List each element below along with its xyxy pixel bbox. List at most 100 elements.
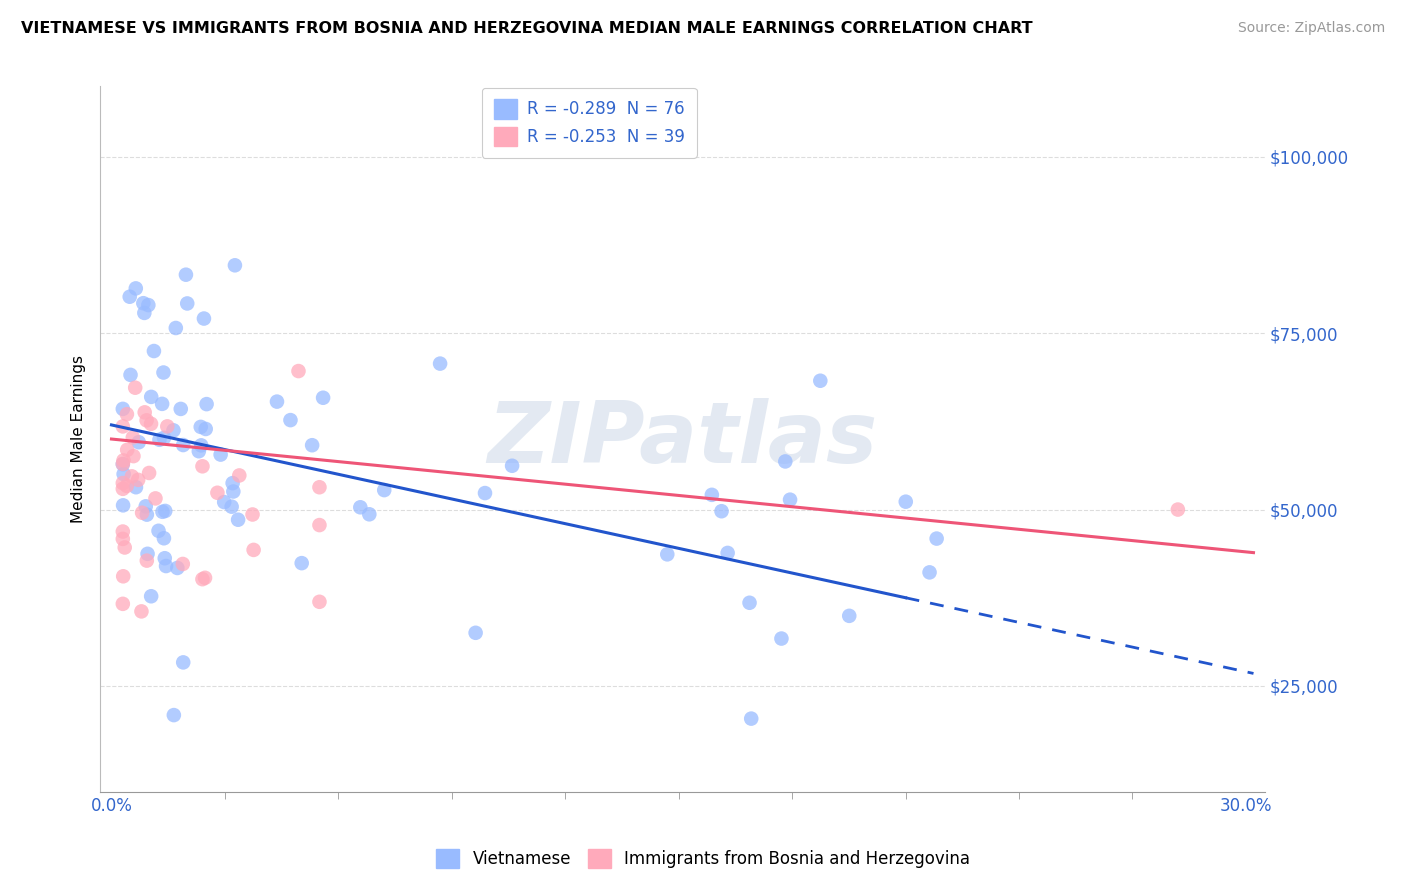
Point <box>242 508 264 522</box>
Point <box>301 438 323 452</box>
Point <box>111 524 134 539</box>
Point <box>121 469 143 483</box>
Point <box>120 368 142 382</box>
Point <box>187 444 209 458</box>
Point <box>111 597 134 611</box>
Point <box>111 419 134 434</box>
Point <box>112 499 135 513</box>
Point <box>111 482 134 496</box>
Point <box>138 298 160 312</box>
Point <box>162 423 184 437</box>
Point <box>373 483 395 497</box>
Legend: R = -0.289  N = 76, R = -0.253  N = 39: R = -0.289 N = 76, R = -0.253 N = 39 <box>482 87 696 158</box>
Point <box>221 476 243 491</box>
Point <box>191 459 214 474</box>
Point <box>740 712 762 726</box>
Point <box>138 466 160 480</box>
Point <box>224 258 246 272</box>
Point <box>121 430 143 444</box>
Text: ZIPatlas: ZIPatlas <box>488 398 877 481</box>
Point <box>152 505 174 519</box>
Point <box>145 491 167 506</box>
Point <box>165 321 187 335</box>
Point <box>134 405 156 419</box>
Point <box>135 508 157 522</box>
Point <box>193 311 215 326</box>
Point <box>221 500 243 514</box>
Point <box>464 625 486 640</box>
Point <box>918 566 941 580</box>
Point <box>134 306 156 320</box>
Point <box>195 397 218 411</box>
Point <box>808 374 831 388</box>
Point <box>775 454 797 468</box>
Point <box>136 547 159 561</box>
Point <box>174 268 197 282</box>
Point <box>148 433 170 447</box>
Point <box>150 397 173 411</box>
Point <box>111 476 134 491</box>
Point <box>308 480 330 494</box>
Point <box>114 541 136 555</box>
Point <box>172 557 194 571</box>
Point <box>141 390 163 404</box>
Point <box>125 480 148 494</box>
Point <box>308 518 330 533</box>
Point <box>291 556 314 570</box>
Point <box>717 546 740 560</box>
Point <box>212 495 235 509</box>
Point <box>176 296 198 310</box>
Point <box>112 569 135 583</box>
Point <box>172 656 194 670</box>
Point <box>111 532 134 546</box>
Point <box>349 500 371 515</box>
Point <box>429 357 451 371</box>
Point <box>135 554 157 568</box>
Point <box>111 457 134 471</box>
Point <box>112 453 135 467</box>
Point <box>207 485 229 500</box>
Point <box>191 572 214 586</box>
Point <box>124 381 146 395</box>
Point <box>153 431 176 445</box>
Point <box>266 394 288 409</box>
Point <box>115 442 138 457</box>
Point <box>779 492 801 507</box>
Point <box>700 488 723 502</box>
Point <box>155 559 177 574</box>
Point <box>118 290 141 304</box>
Point <box>287 364 309 378</box>
Point <box>838 608 860 623</box>
Point <box>209 448 232 462</box>
Point <box>128 435 150 450</box>
Point <box>226 513 249 527</box>
Point <box>194 422 217 436</box>
Point <box>312 391 335 405</box>
Point <box>1167 502 1189 516</box>
Point <box>359 508 381 522</box>
Point <box>242 542 264 557</box>
Y-axis label: Median Male Earnings: Median Male Earnings <box>72 355 86 523</box>
Point <box>153 531 176 545</box>
Point <box>280 413 302 427</box>
Point <box>139 417 162 431</box>
Point <box>111 401 134 416</box>
Point <box>131 604 153 618</box>
Text: VIETNAMESE VS IMMIGRANTS FROM BOSNIA AND HERZEGOVINA MEDIAN MALE EARNINGS CORREL: VIETNAMESE VS IMMIGRANTS FROM BOSNIA AND… <box>21 21 1033 36</box>
Point <box>156 419 179 434</box>
Point <box>153 551 176 566</box>
Point <box>501 458 523 473</box>
Point <box>170 401 193 416</box>
Point <box>194 571 217 585</box>
Point <box>925 532 948 546</box>
Point <box>657 547 679 561</box>
Point <box>111 457 134 471</box>
Point <box>127 473 149 487</box>
Point <box>155 504 177 518</box>
Point <box>222 484 245 499</box>
Point <box>770 632 793 646</box>
Point <box>148 524 170 538</box>
Point <box>710 504 733 518</box>
Point <box>166 561 188 575</box>
Point <box>132 296 155 310</box>
